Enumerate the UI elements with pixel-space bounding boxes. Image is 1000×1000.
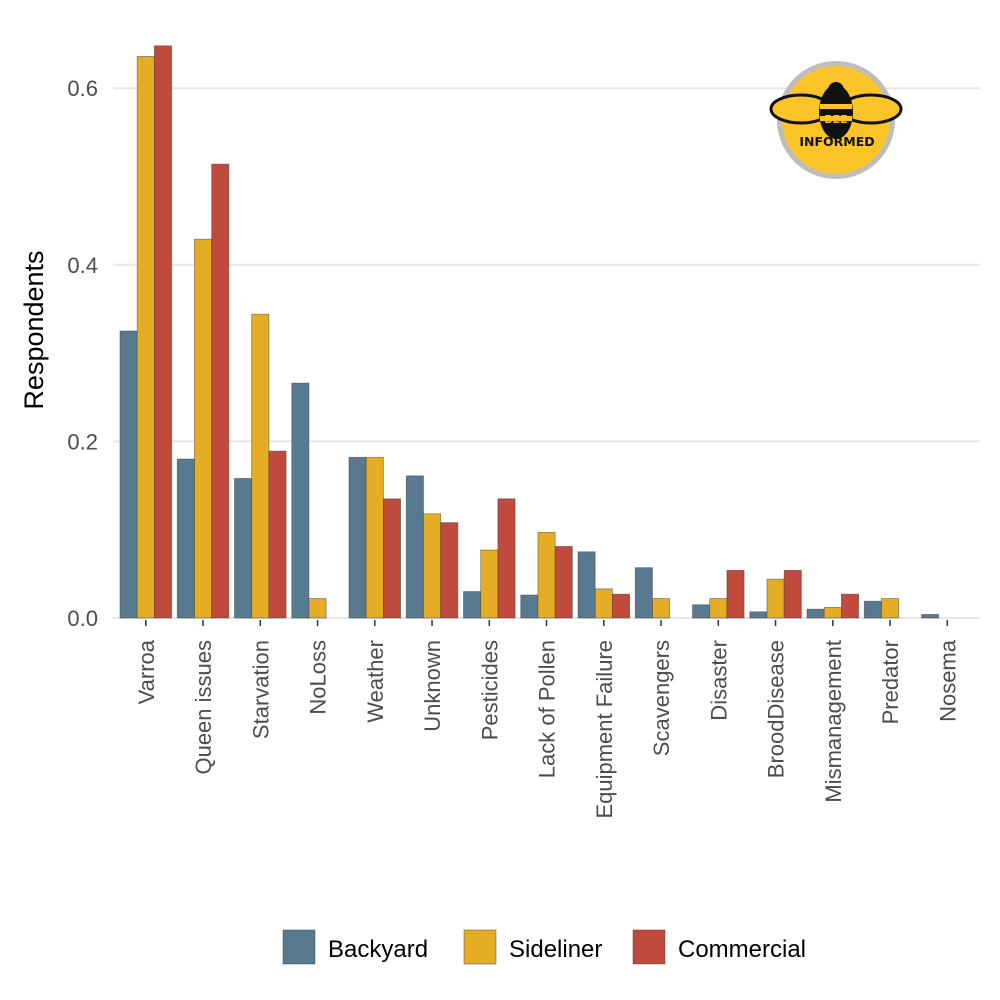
bar-sideliner-7: [537, 531, 556, 619]
y-tick-label: 0.2: [67, 429, 98, 454]
bar-sideliner-4: [365, 456, 384, 619]
bar-backyard-6: [463, 591, 482, 619]
bar-sideliner-11: [766, 578, 785, 619]
x-tick-label: Varroa: [134, 639, 159, 704]
bar-backyard-1: [176, 458, 195, 619]
x-tick-label: Queen issues: [191, 640, 216, 775]
bar-sideliner-1: [194, 238, 213, 619]
x-tick-label: Equipment Failure: [592, 640, 617, 819]
x-tick-label: Nosema: [935, 639, 960, 722]
bar-commercial-4: [382, 498, 401, 619]
bee-icon: [769, 82, 903, 139]
legend-label-backyard: Backyard: [328, 936, 428, 963]
bar-backyard-14: [921, 614, 940, 619]
legend: Backyard Sideliner Commercial: [282, 929, 806, 965]
bar-sideliner-6: [480, 549, 499, 619]
bar-backyard-8: [577, 551, 596, 619]
x-tick-label: Pesticides: [477, 640, 502, 740]
bar-commercial-6: [497, 498, 516, 619]
bar-commercial-8: [612, 593, 631, 619]
x-tick-label: BroodDisease: [764, 640, 789, 778]
y-axis-title: Respondents: [19, 250, 49, 409]
legend-swatch-sideliner: [463, 929, 497, 965]
bar-backyard-3: [291, 382, 310, 619]
legend-swatch-commercial: [632, 929, 666, 965]
x-tick-label: Lack of Pollen: [535, 640, 560, 778]
bar-backyard-7: [520, 594, 539, 619]
x-tick-label: Scavengers: [649, 640, 674, 756]
bar-commercial-0: [153, 45, 172, 619]
legend-swatch-backyard: [282, 929, 316, 965]
bee-informed-logo: BEE INFORMED: [769, 61, 903, 179]
logo-line2: INFORMED: [799, 134, 874, 149]
y-tick-label: 0.6: [67, 76, 98, 101]
legend-label-sideliner: Sideliner: [509, 936, 602, 963]
bar-backyard-9: [634, 567, 653, 619]
bar-backyard-2: [234, 478, 253, 619]
bar-sideliner-12: [823, 607, 842, 619]
bar-commercial-12: [841, 593, 860, 619]
x-tick-label: Disaster: [706, 640, 731, 721]
x-tick-label: NoLoss: [306, 640, 331, 715]
bar-commercial-11: [783, 569, 802, 619]
y-axis: 0.0 0.2 0.4 0.6: [67, 76, 98, 631]
bar-sideliner-3: [308, 598, 327, 619]
bar-commercial-10: [726, 569, 745, 619]
y-tick-label: 0.4: [67, 253, 98, 278]
x-tick-label: Weather: [363, 640, 388, 723]
bar-sideliner-0: [136, 56, 155, 619]
bar-sideliner-10: [709, 598, 728, 619]
bar-commercial-1: [211, 163, 230, 619]
bar-commercial-2: [268, 450, 287, 619]
bar-backyard-4: [348, 456, 367, 619]
bar-sideliner-9: [652, 598, 671, 619]
bar-commercial-5: [440, 522, 459, 619]
bar-backyard-0: [119, 330, 138, 619]
bar-sideliner-5: [423, 513, 442, 619]
bar-sideliner-8: [594, 588, 613, 619]
logo-line1: BEE: [824, 113, 847, 126]
y-tick-label: 0.0: [67, 606, 98, 631]
x-tick-label: Starvation: [248, 640, 273, 739]
x-tick-label: Predator: [878, 640, 903, 724]
bar-backyard-10: [692, 604, 711, 619]
x-tick-label: Unknown: [420, 640, 445, 732]
bar-backyard-5: [405, 475, 424, 619]
x-tick-label: Mismanagement: [821, 640, 846, 803]
x-axis: Varroa Queen issues Starvation NoLoss Weathe…: [134, 620, 960, 819]
bar-backyard-13: [863, 600, 882, 619]
bars: [119, 45, 940, 619]
bar-sideliner-2: [251, 313, 270, 619]
bar-backyard-12: [806, 608, 825, 619]
bar-sideliner-13: [881, 598, 900, 619]
bar-backyard-11: [749, 611, 768, 619]
legend-label-commercial: Commercial: [678, 936, 806, 963]
bar-commercial-7: [554, 546, 573, 619]
